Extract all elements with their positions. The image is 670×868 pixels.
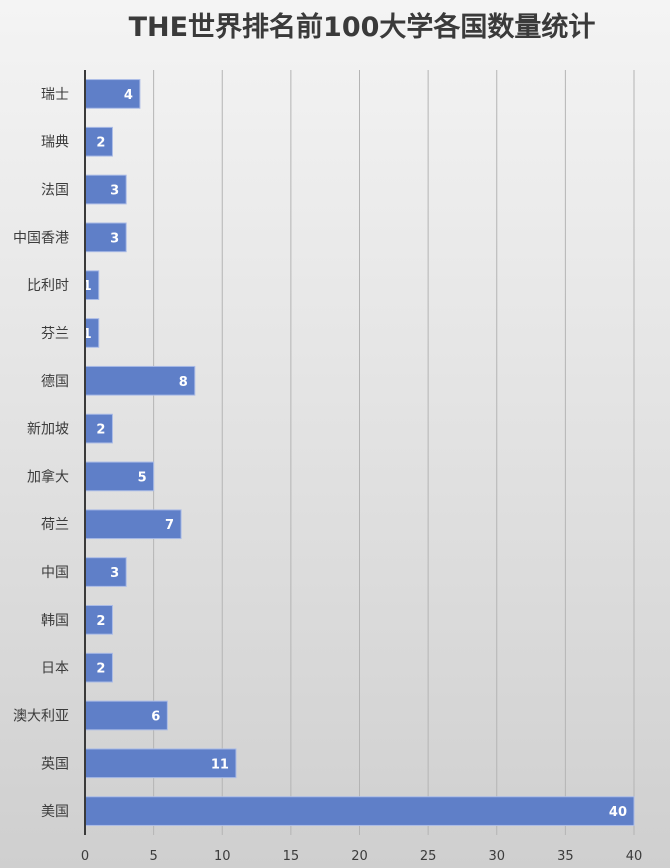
category-label: 芬兰 bbox=[41, 326, 69, 342]
data-label: 2 bbox=[96, 136, 105, 151]
x-tick-label-15: 15 bbox=[283, 849, 300, 864]
category-label: 韩国 bbox=[41, 613, 69, 629]
category-label: 澳大利亚 bbox=[13, 708, 69, 724]
data-label: 4 bbox=[124, 88, 133, 103]
category-label: 新加坡 bbox=[27, 422, 69, 438]
data-label: 3 bbox=[110, 231, 119, 246]
data-label: 1 bbox=[83, 327, 92, 342]
grid-lines bbox=[153, 70, 635, 835]
x-tick-label-0: 0 bbox=[81, 849, 89, 864]
x-tick-label-35: 35 bbox=[557, 849, 574, 864]
bar-9 bbox=[84, 461, 155, 492]
data-label: 11 bbox=[211, 757, 229, 772]
x-tick-label-20: 20 bbox=[351, 849, 368, 864]
data-label: 7 bbox=[165, 518, 174, 533]
category-label: 比利时 bbox=[27, 278, 69, 294]
x-tick-label-25: 25 bbox=[420, 849, 437, 864]
data-label: 2 bbox=[96, 662, 105, 677]
data-label: 2 bbox=[96, 423, 105, 438]
bar-4 bbox=[84, 222, 127, 253]
category-label: 德国 bbox=[41, 374, 69, 390]
data-label: 2 bbox=[96, 614, 105, 629]
bar-3 bbox=[84, 174, 127, 205]
data-label: 1 bbox=[83, 279, 92, 294]
category-label: 日本 bbox=[41, 661, 69, 677]
data-label: 5 bbox=[138, 470, 147, 485]
x-tick-label-30: 30 bbox=[488, 849, 505, 864]
category-label: 中国 bbox=[41, 565, 69, 581]
bar-10 bbox=[84, 509, 182, 540]
category-label: 英国 bbox=[41, 755, 69, 772]
category-label: 法国 bbox=[41, 183, 69, 199]
data-label: 6 bbox=[151, 709, 160, 724]
data-label: 3 bbox=[110, 184, 119, 199]
bar-7 bbox=[84, 365, 196, 396]
x-tick-label-40: 40 bbox=[626, 849, 643, 864]
bar-15 bbox=[84, 748, 237, 779]
category-label: 中国香港 bbox=[13, 230, 69, 246]
bar-2 bbox=[84, 126, 113, 157]
category-label: 美国 bbox=[41, 804, 69, 820]
x-tick-label-10: 10 bbox=[214, 849, 231, 864]
category-label: 加拿大 bbox=[27, 468, 69, 485]
x-tick-labels: 0 5 10 15 20 25 30 35 40 bbox=[81, 849, 642, 864]
x-tick-label-5: 5 bbox=[149, 849, 157, 864]
data-label: 3 bbox=[110, 566, 119, 581]
category-label: 荷兰 bbox=[41, 517, 69, 533]
category-label: 瑞典 bbox=[41, 135, 69, 151]
bar-11 bbox=[84, 557, 127, 587]
bar-16 bbox=[84, 796, 635, 826]
bars bbox=[84, 79, 635, 826]
chart-title: THE世界排名前100大学各国数量统计 bbox=[129, 11, 596, 43]
data-label: 40 bbox=[609, 805, 627, 820]
bar-13 bbox=[84, 652, 113, 683]
data-label: 8 bbox=[179, 375, 188, 390]
category-label: 瑞士 bbox=[41, 87, 69, 103]
